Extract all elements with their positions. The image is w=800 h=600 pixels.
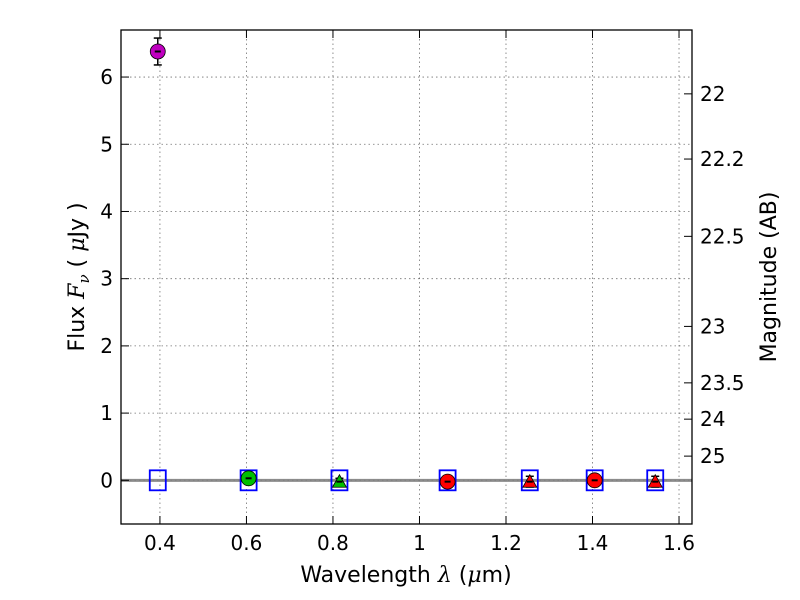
plot-frame [120, 29, 693, 525]
data-point-square [148, 469, 167, 492]
error-bar-layer [153, 37, 660, 488]
y-tick-label: 6 [100, 65, 113, 89]
grid-layer [121, 30, 692, 524]
x-tick-label: 0.6 [231, 531, 263, 555]
right-tick-label: 22.2 [700, 147, 745, 171]
right-tick-label: 25 [700, 444, 725, 468]
x-axis-label: Wavelength λ (μm) [300, 563, 511, 588]
x-tick-label: 1.6 [663, 531, 695, 555]
x-tick-label: 1 [413, 531, 426, 555]
right-axis-label: Magnitude (AB) [757, 192, 782, 363]
data-point-square [239, 469, 258, 492]
y-tick-label: 1 [100, 401, 113, 425]
y-tick-label: 0 [100, 468, 113, 492]
x-tick-label: 1.2 [490, 531, 522, 555]
data-point-square [646, 469, 665, 492]
data-point-square [438, 469, 457, 492]
tick-layer [121, 30, 692, 524]
data-point-square [585, 469, 604, 492]
y-tick-label: 5 [100, 132, 113, 156]
y-tick-label: 2 [100, 334, 113, 358]
right-tick-label: 22 [700, 82, 725, 106]
right-tick-label: 23 [700, 314, 725, 338]
marker-layer [148, 43, 665, 492]
x-tick-label: 0.8 [317, 531, 349, 555]
right-tick-label: 24 [700, 407, 725, 431]
right-tick-label: 23.5 [700, 371, 745, 395]
tick-label-layer: 0.4 0.6 0.8 1 1.2 1.4 1.601234562222.222.52323… [100, 65, 744, 555]
right-tick-label: 22.5 [700, 224, 745, 248]
y-axis-label: Flux Fν ( μJy ) [65, 202, 93, 351]
data-point-square [330, 469, 349, 492]
y-tick-label: 4 [100, 199, 113, 223]
data-point-square [520, 469, 539, 492]
y-tick-label: 3 [100, 267, 113, 291]
x-tick-label: 1.4 [577, 531, 609, 555]
x-tick-label: 0.4 [144, 531, 176, 555]
